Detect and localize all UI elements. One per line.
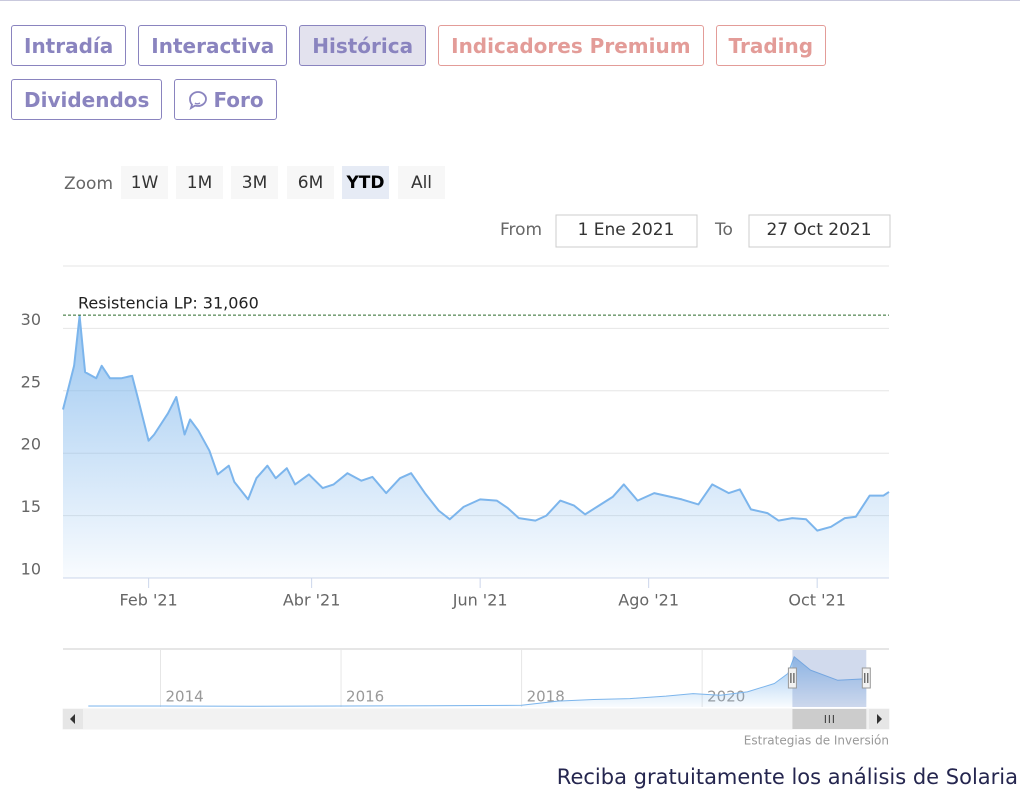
tab-label: Trading	[728, 33, 814, 58]
y-tick-label: 10	[21, 560, 41, 579]
thumb-grip	[824, 715, 834, 723]
zoom-button-label[interactable]: 1W	[131, 173, 159, 193]
resistance-label: Resistencia LP: 31,060	[78, 294, 259, 313]
x-tick-label: Feb '21	[120, 591, 178, 610]
tab[interactable]: Foro	[174, 79, 277, 120]
navigator-handle[interactable]	[861, 667, 871, 689]
zoom-button[interactable]	[287, 166, 334, 199]
navigator-tick-label: 2014	[165, 688, 203, 706]
tab-label: Foro	[213, 87, 264, 112]
zoom-button-label[interactable]: All	[411, 173, 432, 193]
area-fill	[63, 315, 889, 578]
handle-grip	[790, 673, 795, 683]
handle-grip	[864, 673, 869, 683]
zoom-button[interactable]	[121, 166, 168, 199]
tab-label: Intradía	[24, 33, 114, 58]
y-tick-label: 15	[21, 497, 41, 516]
tab-label: Interactiva	[151, 33, 275, 58]
navigator-handle[interactable]	[787, 667, 797, 689]
tab[interactable]: Histórica	[299, 25, 427, 66]
arrow-right	[877, 714, 882, 724]
tab[interactable]: Indicadores Premium	[438, 25, 704, 66]
from-input[interactable]	[555, 214, 698, 248]
tab-label: Histórica	[312, 33, 414, 58]
tab-bar: Intradía Interactiva Histórica Indicadores …	[11, 25, 881, 120]
zoom-button[interactable]	[342, 166, 389, 199]
tab[interactable]: Interactiva	[138, 25, 288, 66]
area-fill	[88, 656, 867, 707]
price-line	[62, 314, 890, 532]
x-tick-label: Oct '21	[788, 591, 846, 610]
x-tick-label: Ago '21	[618, 591, 679, 610]
price-line	[88, 656, 867, 707]
zoom-button[interactable]	[398, 166, 445, 199]
zoom-button[interactable]	[176, 166, 223, 199]
credits[interactable]: Estrategias de Inversión	[744, 734, 889, 748]
x-tick-label: Jun '21	[452, 591, 508, 610]
from-label: From	[500, 220, 542, 240]
zoom-button-label[interactable]: 1M	[187, 173, 212, 193]
zoom-button-label[interactable]: YTD	[345, 173, 384, 193]
zoom-button[interactable]	[231, 166, 278, 199]
navigator-tick-label: 2016	[346, 688, 384, 706]
to-value: 27 Oct 2021	[766, 220, 871, 240]
zoom-button-label[interactable]: 3M	[242, 173, 267, 193]
y-tick-label: 25	[21, 372, 41, 391]
tab[interactable]: Dividendos	[11, 79, 163, 120]
navigator-selection[interactable]	[792, 650, 867, 707]
zoom-label: Zoom	[64, 174, 113, 194]
tab[interactable]: Intradía	[11, 25, 127, 66]
footer-link[interactable]: Reciba gratuitamente los análisis de Sol…	[556, 765, 1018, 789]
y-tick-label: 20	[21, 435, 41, 454]
tab[interactable]: Trading	[715, 25, 827, 66]
x-tick-label: Abr '21	[283, 591, 341, 610]
tab-label: Indicadores Premium	[451, 33, 691, 58]
to-input[interactable]	[748, 214, 891, 248]
zoom-button-label[interactable]: 6M	[298, 173, 323, 193]
from-value: 1 Ene 2021	[578, 220, 675, 240]
chart: Zoom 1W 1M 3M 6M YTD All From 1 Ene 2021 To 27 Oct…	[0, 0, 1020, 748]
tab-label: Dividendos	[24, 87, 150, 112]
y-tick-label: 30	[21, 310, 41, 329]
chat-icon	[189, 90, 208, 110]
scrollbar-track	[62, 708, 890, 730]
to-label: To	[714, 220, 733, 240]
arrow-left	[70, 714, 75, 724]
